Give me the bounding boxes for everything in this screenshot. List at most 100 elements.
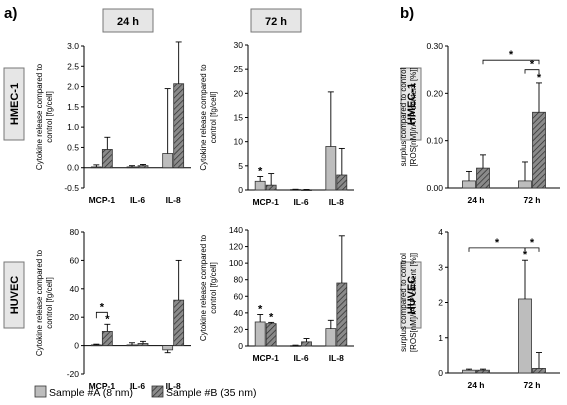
x-tick-label: MCP-1 <box>89 195 116 205</box>
chart-hmec-24h: -0.5 0.0 0.5 1.0 1.5 2.0 2.5 3.0 MCP-1 IL-6 IL-8 Cy… <box>35 41 191 205</box>
significance-bracket <box>95 311 108 319</box>
x-tick-label: MCP-1 <box>252 197 279 207</box>
bar-sample-a <box>126 166 138 169</box>
bar-sample-a <box>162 153 174 169</box>
y-tick-label: 30 <box>234 40 244 50</box>
y-tick-label: 20 <box>234 324 244 334</box>
y-tick-label: 3 <box>438 262 443 272</box>
x-tick-label: IL-6 <box>293 353 308 363</box>
x-tick-label: IL-8 <box>329 353 344 363</box>
y-tick-label: 140 <box>229 225 243 235</box>
x-tick-label: IL-6 <box>130 381 145 391</box>
bar-sample-a <box>254 180 266 191</box>
col-header-24h: 24 h <box>117 16 139 28</box>
bar-sample-a <box>254 321 266 347</box>
y-tick-label: 0 <box>238 341 243 351</box>
x-tick-label: IL-8 <box>166 195 181 205</box>
bar-sample-b <box>532 368 546 374</box>
y-tick-label: 60 <box>70 255 80 265</box>
significance-star: * <box>258 165 263 177</box>
significance-star: * <box>530 237 535 249</box>
row-label-hmec-box <box>3 67 25 141</box>
significance-star: * <box>269 311 274 323</box>
x-tick-label: MCP-1 <box>252 353 279 363</box>
col-header-24h-box <box>102 8 154 33</box>
y-tick-label: 1 <box>438 333 443 343</box>
chart-hmec-72h: 0 5 10 15 20 25 30 MCP-1 IL-6 IL-8 Cytokine releas… <box>199 40 354 207</box>
x-tick-label: IL-8 <box>329 197 344 207</box>
bar-sample-a <box>90 166 102 169</box>
significance-bracket <box>524 247 540 252</box>
y-tick-label: 120 <box>229 242 243 252</box>
bar-sample-b <box>265 323 277 347</box>
bar-sample-a <box>90 344 102 347</box>
bar-sample-a <box>462 369 476 374</box>
bar-sample-b <box>265 184 277 191</box>
y-tick-label: 40 <box>70 284 80 294</box>
legend-swatch-sample-a <box>34 385 47 398</box>
significance-star: * <box>530 59 535 71</box>
y-tick-label: 15 <box>234 113 244 123</box>
y-tick-label: 0.00 <box>426 183 443 193</box>
col-header-72h-box <box>250 8 302 33</box>
legend-swatch-sample-b <box>151 385 164 398</box>
legend-label-sample-a: Sample #A (8 nm) <box>49 387 133 399</box>
row-label-hmec-b: HMEC-1 <box>406 83 418 125</box>
bar-sample-a <box>126 344 138 347</box>
y-tick-label: 3.0 <box>67 41 79 51</box>
bar-sample-a <box>518 298 532 374</box>
y-tick-label: 2.5 <box>67 61 79 71</box>
bar-sample-a <box>462 180 476 189</box>
bar-sample-b <box>476 167 490 189</box>
y-tick-label: 25 <box>234 64 244 74</box>
significance-star: * <box>105 313 110 325</box>
bar-sample-b <box>101 330 113 346</box>
bar-sample-b <box>137 343 149 347</box>
y-tick-label: 0.0 <box>67 163 79 173</box>
bar-sample-b <box>301 341 312 347</box>
significance-star: * <box>509 49 514 61</box>
y-axis-label: Cytokine release compared to <box>199 234 208 341</box>
y-tick-label: 0.30 <box>426 41 443 51</box>
row-label-hmec-b-box <box>400 67 422 141</box>
legend-label-sample-b: Sample #B (35 nm) <box>166 387 256 399</box>
y-tick-label: 5 <box>238 161 243 171</box>
significance-star: * <box>537 72 542 84</box>
y-tick-label: 0 <box>74 341 79 351</box>
bar-sample-a <box>325 146 337 191</box>
panel-label-b: b) <box>400 5 414 22</box>
significance-star: * <box>495 237 500 249</box>
x-tick-label: IL-6 <box>130 195 145 205</box>
significance-bracket <box>482 59 540 65</box>
y-tick-label: 0.10 <box>426 136 443 146</box>
bar-sample-b <box>101 149 113 169</box>
y-tick-label: 20 <box>234 88 244 98</box>
significance-bracket <box>524 69 540 74</box>
y-tick-label: 60 <box>234 291 244 301</box>
chart-huvec-ros: 0 1 2 3 4 24 h 72 h surplus compared to control… <box>399 227 560 390</box>
y-axis-label: Cytokine release compared to <box>199 64 208 171</box>
y-tick-label: 80 <box>70 227 80 237</box>
row-label-huvec-box <box>3 261 25 329</box>
y-tick-label: 0 <box>438 368 443 378</box>
x-tick-label: MCP-1 <box>89 381 116 391</box>
y-tick-label: 1.0 <box>67 122 79 132</box>
y-tick-label: 0.5 <box>67 142 79 152</box>
y-axis-label: surplus compared to control <box>399 67 408 166</box>
y-axis-label: control [fg/cell] <box>45 91 54 143</box>
bar-sample-b <box>532 111 546 189</box>
bar-sample-a <box>325 328 337 347</box>
y-axis-label: control [fg/cell] <box>209 92 218 144</box>
bar-sample-b <box>137 165 149 169</box>
panel-label-a: a) <box>4 5 17 22</box>
y-axis-label: [ROS[nM]/rATP content [%]] <box>409 253 418 352</box>
y-axis-label: Cytokine release compared to <box>35 63 44 170</box>
y-tick-label: 80 <box>234 275 244 285</box>
row-label-huvec-b: HUVEC <box>406 276 418 315</box>
bar-sample-b <box>476 369 490 374</box>
row-label-huvec: HUVEC <box>9 276 21 315</box>
x-tick-label: IL-6 <box>293 197 308 207</box>
bar-sample-b <box>173 83 185 169</box>
significance-star: * <box>258 304 263 316</box>
